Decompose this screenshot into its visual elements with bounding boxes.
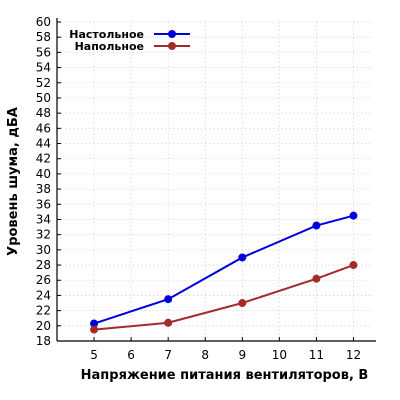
data-point <box>312 274 321 283</box>
legend-swatch-marker <box>168 42 176 50</box>
legend-label: Настольное <box>69 28 144 41</box>
x-tick-label: 11 <box>309 348 324 362</box>
series-group <box>90 211 358 334</box>
y-tick-label: 48 <box>36 106 51 120</box>
data-point <box>312 221 321 230</box>
y-tick-label: 22 <box>36 304 51 318</box>
y-tick-label: 18 <box>36 334 51 348</box>
y-tick-label: 44 <box>36 137 51 151</box>
data-point <box>238 253 247 262</box>
data-point <box>164 318 173 327</box>
grid <box>57 21 372 341</box>
y-axis-title: Уровень шума, дБА <box>6 107 21 256</box>
y-tick-label: 32 <box>36 228 51 242</box>
y-tick-label: 56 <box>36 45 51 59</box>
data-point <box>90 319 99 328</box>
y-tick-label: 30 <box>36 243 51 257</box>
y-tick-label: 26 <box>36 273 51 287</box>
series-line <box>93 264 354 331</box>
y-tick-label: 42 <box>36 152 51 166</box>
y-tick-label: 20 <box>36 319 51 333</box>
y-tick-label: 34 <box>36 212 51 226</box>
y-tick-label: 52 <box>36 76 51 90</box>
y-tick-label: 28 <box>36 258 51 272</box>
x-tick-labels: 5 6 7 8 9 10 11 12 <box>90 348 361 362</box>
y-tick-label: 38 <box>36 182 51 196</box>
x-axis-title: Напряжение питания вентиляторов, В <box>81 368 369 383</box>
x-tick-label: 12 <box>346 348 361 362</box>
x-tick-label: 8 <box>201 348 209 362</box>
y-tick-label: 24 <box>36 288 51 302</box>
y-tick-label: 60 <box>36 15 51 29</box>
data-point <box>238 299 247 308</box>
y-tick-label: 50 <box>36 91 51 105</box>
x-tick-label: 7 <box>164 348 172 362</box>
series-2 <box>90 261 358 334</box>
axes <box>56 18 376 342</box>
data-point <box>349 261 358 270</box>
data-point <box>90 325 99 334</box>
x-tick-label: 9 <box>238 348 246 362</box>
y-tick-label: 46 <box>36 121 51 135</box>
y-tick-label: 36 <box>36 197 51 211</box>
data-point <box>349 211 358 220</box>
data-point <box>164 295 173 304</box>
x-tick-label: 5 <box>90 348 98 362</box>
legend-swatch-marker <box>168 30 176 38</box>
y-tick-label: 58 <box>36 30 51 44</box>
legend-entry: Напольное <box>75 40 190 53</box>
y-tick-label: 40 <box>36 167 51 181</box>
series-1 <box>90 211 358 328</box>
legend-entry: Настольное <box>69 28 190 41</box>
x-tick-label: 6 <box>127 348 135 362</box>
legend-label: Напольное <box>75 40 144 53</box>
x-tick-label: 10 <box>272 348 287 362</box>
y-tick-label: 54 <box>36 61 51 75</box>
